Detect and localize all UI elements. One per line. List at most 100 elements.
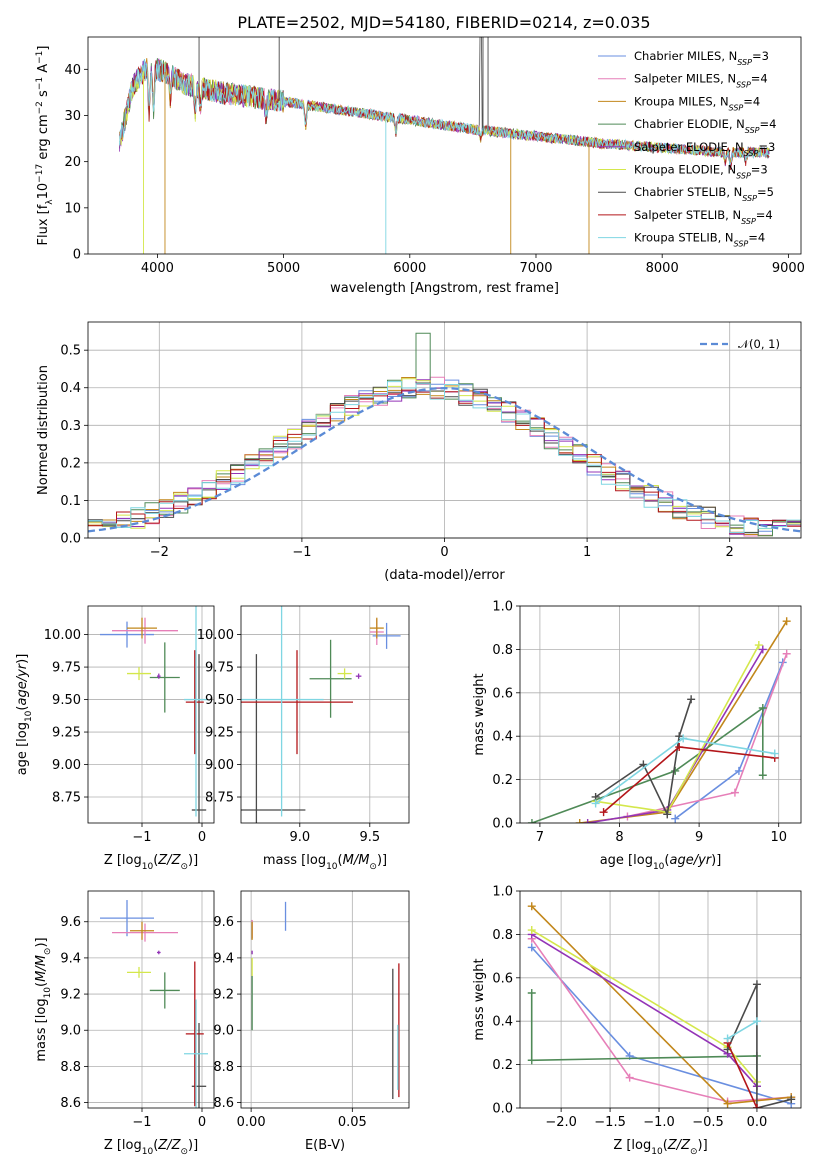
- y-axis-label: mass [log10(M/M⊙)]: [34, 937, 53, 1061]
- weight-line: [531, 933, 758, 1087]
- y-tick-label: 8.8: [60, 1060, 81, 1075]
- weight-marker: [730, 788, 739, 797]
- y-tick-label: 0.8: [492, 643, 513, 658]
- y-tick-label: 9.4: [213, 951, 234, 966]
- x-tick-label: 0.00: [237, 1115, 266, 1130]
- legend-entry: Chabrier STELIB, NSSP=5: [634, 185, 774, 203]
- weight-marker: [675, 743, 684, 752]
- plot-area: [100, 606, 208, 823]
- panel-weight_vs_age: 7 8 9 10 0.0 0.2 0.4 0.6 0.8 1.0 mass weight age [l…: [472, 600, 802, 872]
- weight-marker: [752, 1104, 761, 1108]
- weight-marker: [782, 649, 791, 658]
- y-tick-label: 9.75: [205, 661, 234, 676]
- legend-entry: Salpeter MILES, NSSP=4: [634, 72, 768, 90]
- x-tick-label: 8: [615, 830, 623, 845]
- plot-area: [241, 606, 401, 823]
- legend-entry: Chabrier ELODIE, NSSP=4: [634, 117, 776, 135]
- y-tick-label: 10.00: [197, 628, 234, 643]
- weight-marker: [752, 1017, 761, 1026]
- axes-frame: [240, 605, 410, 824]
- y-tick-label: 0.5: [60, 344, 81, 359]
- y-tick-label: 9.2: [60, 988, 81, 1003]
- plot-area: [100, 900, 208, 1108]
- y-tick-label: 8.8: [213, 1060, 234, 1075]
- weight-marker: [575, 819, 584, 823]
- weight-marker: [758, 771, 767, 780]
- y-tick-label: 9.6: [60, 915, 81, 930]
- x-tick-label: 1: [583, 545, 591, 560]
- x-axis-label: Z [log10(Z/Z⊙)]: [104, 1138, 198, 1157]
- panel-age_vs_Z: −1 0 8.75 9.00 9.25 9.50 9.75 10.00 Z [log10(Z/Z…: [15, 605, 215, 872]
- y-tick-label: 0: [73, 248, 81, 263]
- y-tick-label: 8.6: [60, 1096, 81, 1111]
- x-tick-label: 0: [198, 830, 206, 845]
- axes-frame: [240, 890, 410, 1109]
- weight-marker: [591, 799, 600, 808]
- x-axis-label: (data-model)/error: [384, 568, 505, 583]
- plot-area: [251, 901, 400, 1099]
- y-tick-label: 8.6: [213, 1096, 234, 1111]
- y-tick-label: 9.25: [52, 726, 81, 741]
- y-tick-label: 0.6: [492, 971, 513, 986]
- weight-marker: [758, 645, 767, 654]
- legend-entry: 𝒩(0, 1): [738, 337, 780, 351]
- weight-line: [726, 983, 792, 1108]
- y-axis-label: age [log10(age/yr)]: [15, 654, 34, 776]
- y-tick-label: 1.0: [492, 885, 513, 900]
- y-tick-label: 0.4: [60, 381, 81, 396]
- x-tick-label: 6000: [393, 261, 426, 276]
- weight-marker: [723, 1034, 732, 1043]
- y-tick-label: 10.00: [44, 628, 81, 643]
- weight-marker: [527, 926, 536, 935]
- x-tick-label: 8000: [646, 261, 679, 276]
- x-tick-label: −2.0: [545, 1115, 577, 1130]
- legend: Chabrier MILES, NSSP=3 Salpeter MILES, NS…: [598, 49, 776, 248]
- y-tick-label: 0.4: [492, 1015, 513, 1030]
- x-tick-label: 0: [198, 1115, 206, 1130]
- x-tick-label: 5000: [267, 261, 300, 276]
- weight-marker: [625, 1073, 634, 1082]
- legend-entry: Kroupa MILES, NSSP=4: [634, 94, 760, 112]
- axes-frame: [87, 890, 215, 1109]
- weight-marker: [527, 1056, 536, 1065]
- x-tick-label: 2: [726, 545, 734, 560]
- y-tick-label: 0.4: [492, 730, 513, 745]
- y-tick-label: 9.4: [60, 951, 81, 966]
- weight-line: [531, 905, 792, 1105]
- x-tick-label: 0: [440, 545, 448, 560]
- weight-marker: [527, 988, 536, 997]
- x-tick-label: 10: [770, 830, 787, 845]
- panel-mass_vs_ebv: 0.00 0.05 8.6 8.8 9.0 9.2 9.4 9.6 E(B-V): [213, 890, 410, 1153]
- y-tick-label: 9.50: [205, 693, 234, 708]
- y-tick-label: 9.00: [205, 758, 234, 773]
- panel-age_vs_mass: 9.0 9.5 8.75 9.00 9.25 9.50 9.75 10.00 mass [log…: [197, 605, 410, 872]
- y-axis-label: mass weight: [472, 673, 487, 755]
- weight-marker: [671, 766, 680, 775]
- y-tick-label: 30: [64, 109, 81, 124]
- weight-marker: [687, 695, 696, 704]
- x-tick-label: 7: [536, 830, 544, 845]
- y-tick-label: 9.50: [52, 693, 81, 708]
- y-tick-label: 0.0: [492, 817, 513, 832]
- y-tick-label: 1.0: [492, 600, 513, 615]
- legend-entry: Chabrier MILES, NSSP=3: [634, 49, 769, 67]
- weight-line: [530, 993, 758, 1087]
- x-tick-label: −2: [150, 545, 169, 560]
- axes-frame: [87, 605, 215, 824]
- x-tick-label: −1: [132, 830, 151, 845]
- spectrum-line-kroupa-stelib: [119, 58, 770, 166]
- y-tick-label: 0.3: [60, 419, 81, 434]
- y-tick-label: 9.0: [60, 1024, 81, 1039]
- weight-line: [531, 938, 792, 1103]
- weight-marker: [527, 819, 536, 823]
- weight-marker: [754, 641, 763, 650]
- plot-area: [527, 617, 791, 823]
- x-tick-label: 9.0: [289, 830, 310, 845]
- weight-line: [726, 1042, 758, 1108]
- y-tick-label: 0.0: [492, 1102, 513, 1117]
- weight-marker: [679, 734, 688, 743]
- y-tick-label: 0.2: [60, 456, 81, 471]
- figure-title: PLATE=2502, MJD=54180, FIBERID=0214, z=0…: [237, 13, 650, 32]
- panel-weight_vs_Z: −2.0 −1.5 −1.0 −0.5 0.0 0.0 0.2 0.4 0.6 0.8 1.0 mas…: [472, 885, 802, 1157]
- legend-entry: Kroupa ELODIE, NSSP=3: [634, 163, 768, 181]
